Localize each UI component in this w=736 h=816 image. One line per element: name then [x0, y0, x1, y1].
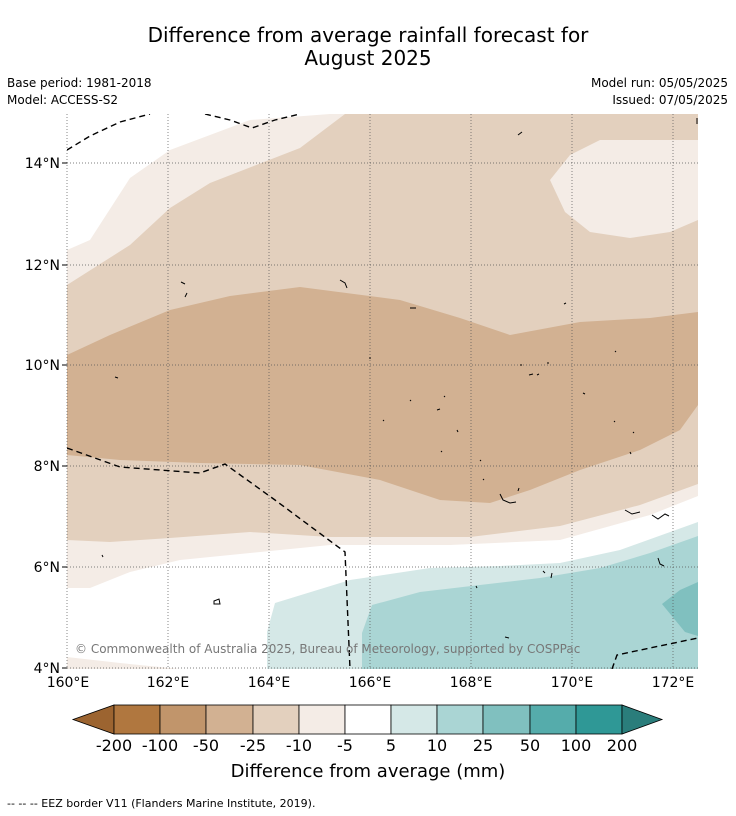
axis-ticks — [62, 162, 67, 669]
lat-label-4n: 4°N — [34, 661, 60, 677]
colorbar-segment — [159, 704, 207, 735]
eez-footnote: -- -- -- EEZ border V11 (Flanders Marine… — [7, 797, 316, 810]
colorbar-segment — [344, 704, 392, 735]
band-minus10-bottom — [67, 657, 180, 669]
lat-label-14n: 14°N — [25, 156, 60, 172]
colorbar-tick-label: 100 — [560, 736, 592, 755]
lat-label-10n: 10°N — [25, 358, 60, 374]
colorbar-tick-label: 25 — [472, 736, 494, 755]
lon-label-172e: 172°E — [652, 675, 695, 691]
colorbar-tick-label: 200 — [606, 736, 638, 755]
lat-label-6n: 6°N — [34, 560, 60, 576]
lat-label-8n: 8°N — [34, 459, 60, 475]
colorbar-segment — [113, 704, 161, 735]
colorbar-segment — [205, 704, 254, 735]
model-run: Model run: 05/05/2025 — [590, 76, 728, 90]
lon-label-164e: 164°E — [248, 675, 291, 691]
colorbar-segment — [252, 704, 300, 735]
colorbar-tick-label: -10 — [285, 736, 313, 755]
lat-label-12n: 12°N — [25, 258, 60, 274]
lon-label-170e: 170°E — [551, 675, 594, 691]
colorbar-segment — [390, 704, 438, 735]
colorbar-segment — [298, 704, 346, 735]
base-period: Base period: 1981-2018 — [7, 76, 152, 90]
colorbar-segment — [529, 704, 577, 735]
colorbar-title: Difference from average (mm) — [230, 761, 506, 782]
islands — [101, 118, 698, 639]
colorbar-tick-label: 5 — [385, 736, 397, 755]
copyright-notice: © Commonwealth of Australia 2025, Bureau… — [75, 642, 580, 656]
graticule — [66, 114, 698, 669]
colorbar — [71, 704, 664, 735]
eez-borders — [67, 114, 698, 669]
band-minus50 — [67, 287, 698, 503]
band-minus10-inset — [550, 140, 698, 238]
band-plus25 — [662, 582, 698, 636]
map-title-line1: Difference from average rainfall forecas… — [147, 23, 589, 47]
colorbar-segment — [482, 704, 531, 735]
issued-date: Issued: 07/05/2025 — [612, 93, 728, 107]
lon-label-168e: 168°E — [450, 675, 493, 691]
lon-label-162e: 162°E — [147, 675, 190, 691]
colorbar-tick-label: -200 — [95, 736, 133, 755]
lon-label-166e: 166°E — [349, 675, 392, 691]
lon-label-160e: 160°E — [47, 675, 90, 691]
rainfall-anomaly-field — [67, 114, 698, 669]
colorbar-tick-label: 50 — [519, 736, 541, 755]
colorbar-tick-label: -100 — [141, 736, 179, 755]
colorbar-right-arrow — [621, 704, 664, 735]
colorbar-tick-label: -5 — [337, 736, 353, 755]
colorbar-segment — [575, 704, 623, 735]
colorbar-left-arrow — [71, 704, 115, 735]
colorbar-segment — [436, 704, 484, 735]
model-name: Model: ACCESS-S2 — [7, 93, 119, 107]
colorbar-tick-label: -50 — [192, 736, 220, 755]
map-title-line2: August 2025 — [304, 46, 432, 70]
band-plus10 — [362, 536, 698, 669]
colorbar-tick-label: 10 — [426, 736, 448, 755]
colorbar-tick-label: -25 — [239, 736, 267, 755]
